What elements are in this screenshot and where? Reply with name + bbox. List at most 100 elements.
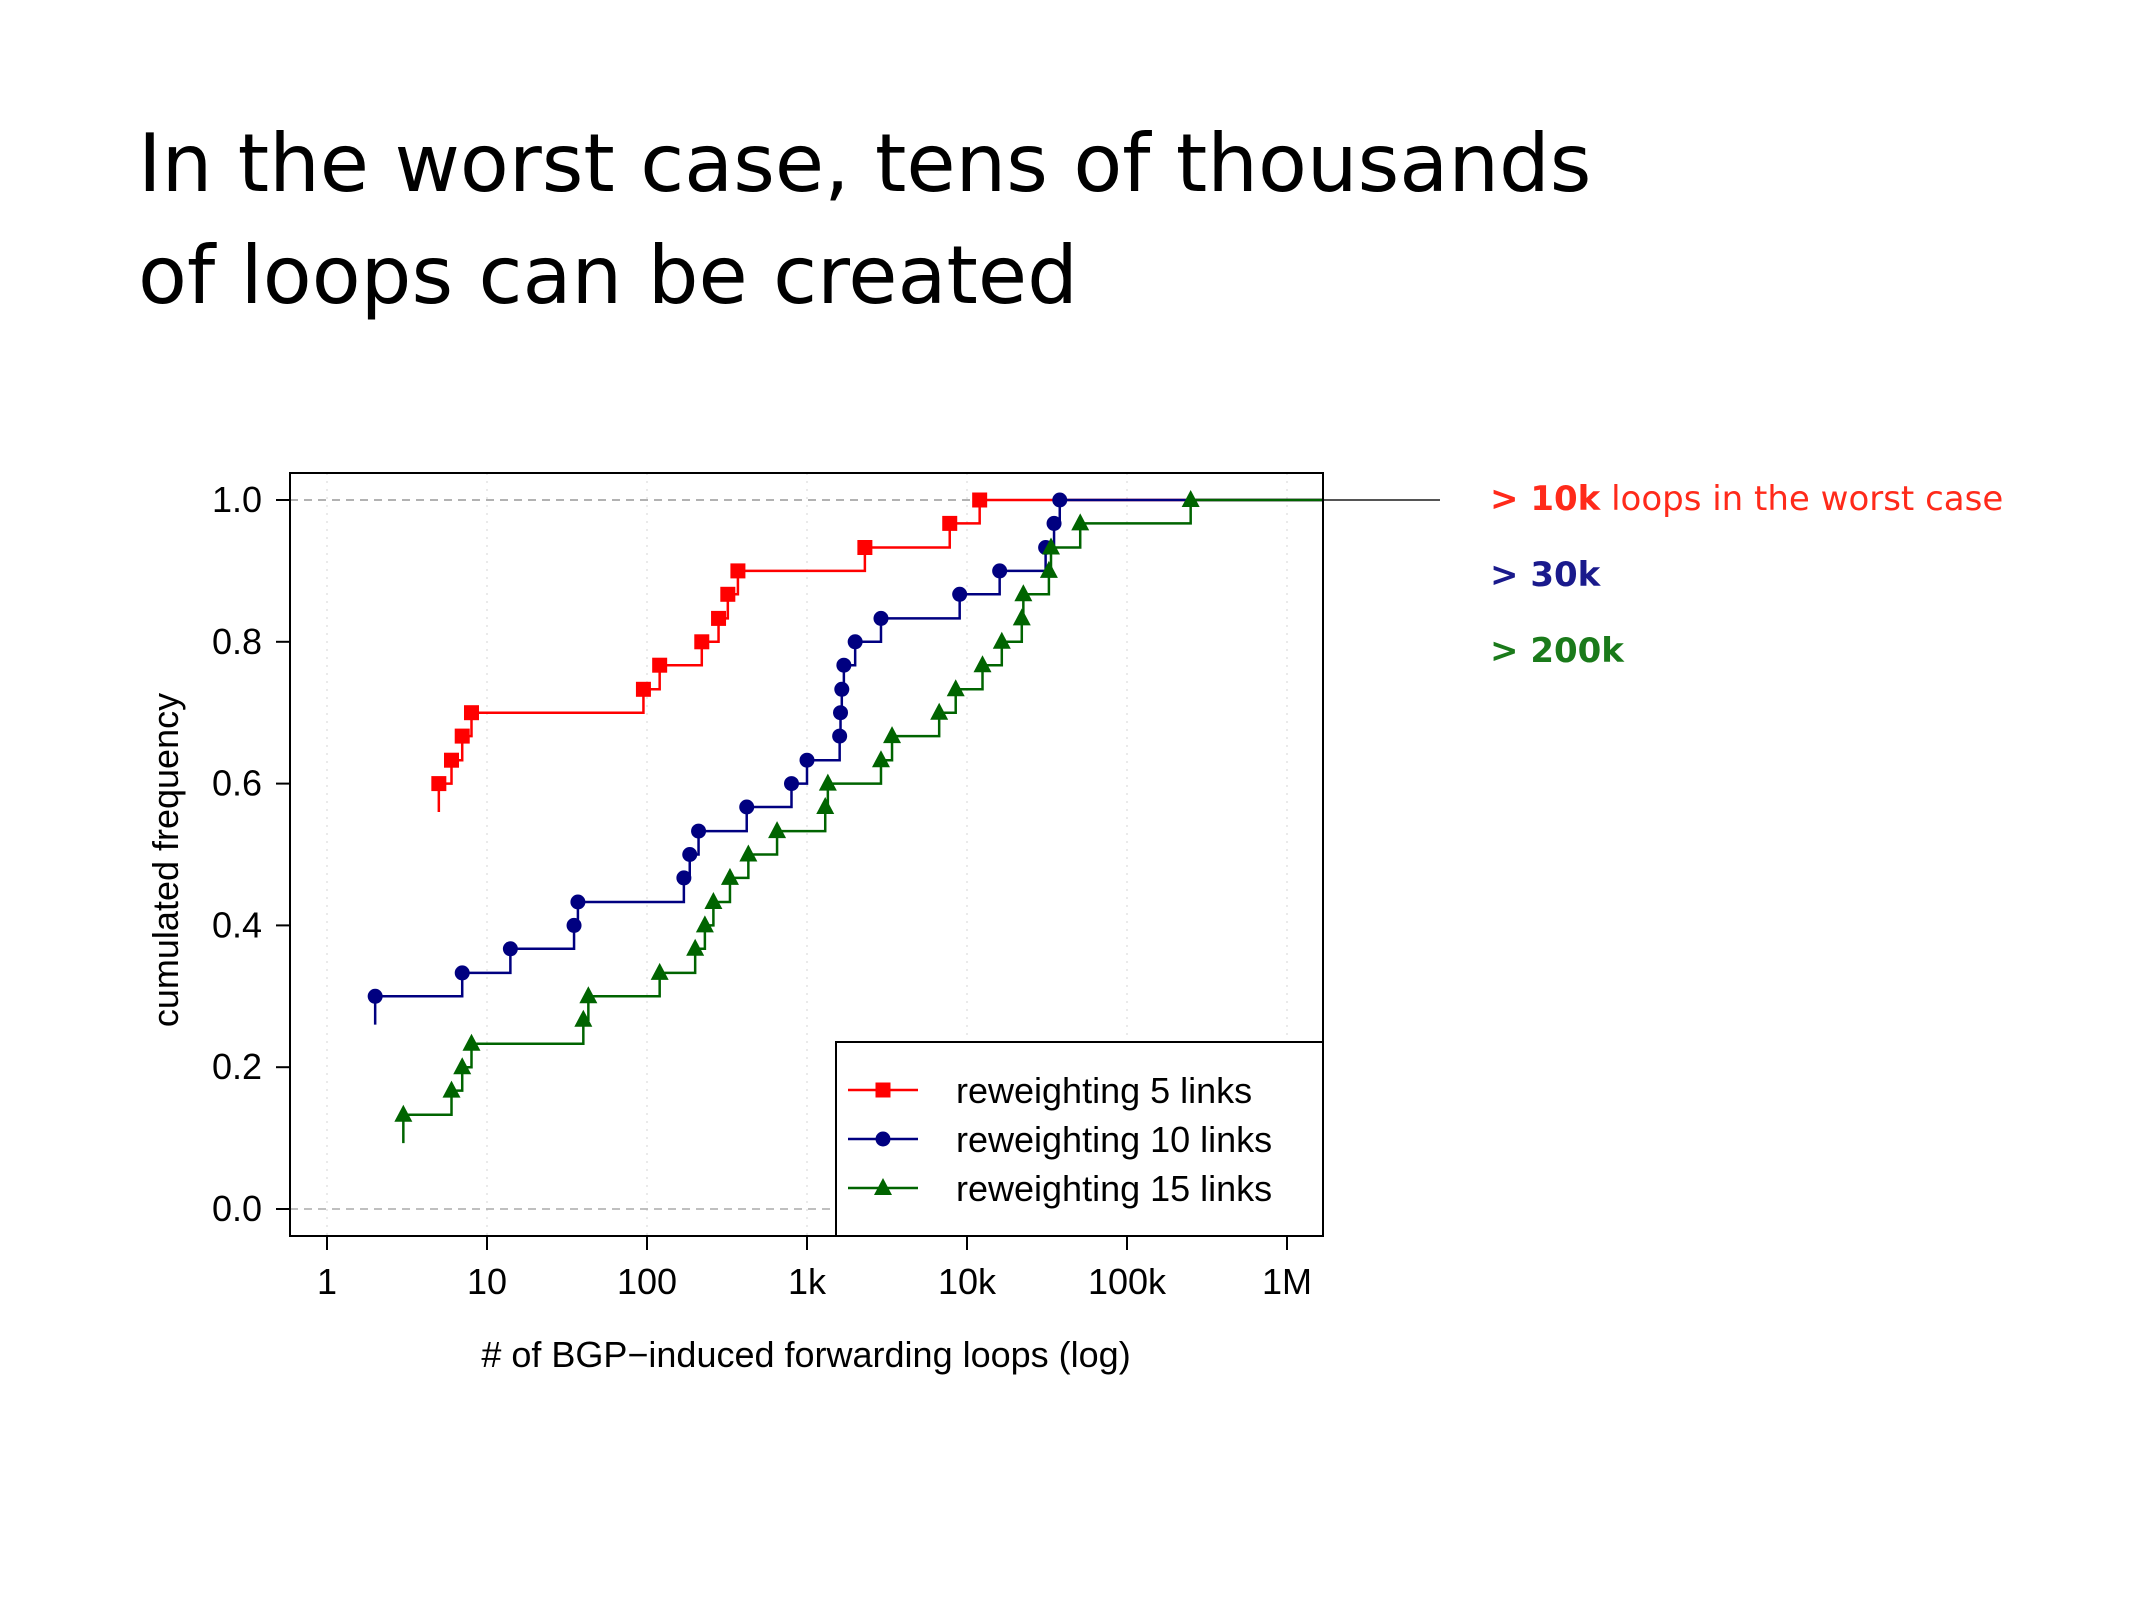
x-axis-label: # of BGP−induced forwarding loops (log): [481, 1334, 1130, 1375]
legend-swatch-marker: [875, 1131, 891, 1147]
data-point: [871, 750, 890, 768]
series-1: [431, 492, 1323, 812]
series-line: [373, 498, 1323, 1025]
y-tick-label: 0.6: [212, 763, 262, 804]
data-point: [711, 610, 727, 626]
annotation-bold: > 200k: [1490, 631, 1625, 671]
data-point: [972, 492, 988, 508]
data-point: [816, 796, 835, 814]
legend-label: reweighting 10 links: [956, 1119, 1272, 1160]
series-layer: [367, 490, 1440, 1144]
data-point: [650, 962, 669, 980]
data-point: [834, 681, 850, 697]
data-point: [695, 915, 714, 933]
data-point: [873, 610, 889, 626]
data-point: [566, 917, 582, 933]
y-tick-label: 0.2: [212, 1046, 262, 1087]
data-point: [686, 938, 705, 956]
legend-swatch-marker: [875, 1082, 891, 1098]
data-point: [444, 752, 460, 768]
x-tick-label: 10: [467, 1261, 507, 1302]
annotations: > 10k loops in the worst case > 30k > 200k: [1490, 479, 2003, 671]
slide-title: In the worst case, tens of thousands of …: [138, 108, 1838, 332]
legend-label: reweighting 15 links: [956, 1168, 1272, 1209]
axis-layer: 1 10 100 1k 10k 100k 1M 0.0 0.2 0.4 0.6 0.8 1.0: [212, 479, 1312, 1302]
x-tick-label: 10k: [938, 1261, 997, 1302]
legend-item: reweighting 10 links: [848, 1119, 1272, 1160]
series-3: [394, 490, 1323, 1144]
data-point: [818, 773, 837, 791]
data-point: [1039, 560, 1058, 578]
x-tick-label: 1: [317, 1261, 337, 1302]
data-point: [1012, 608, 1031, 626]
data-point: [462, 1033, 481, 1051]
data-point: [1181, 490, 1200, 507]
legend-swatch-marker: [874, 1178, 892, 1195]
data-point: [367, 988, 383, 1004]
data-point: [883, 726, 902, 744]
legend-item: reweighting 5 links: [848, 1070, 1252, 1111]
data-point: [704, 892, 723, 910]
y-tick-label: 0.4: [212, 904, 262, 945]
y-tick-label: 1.0: [212, 479, 262, 520]
data-point: [739, 844, 758, 862]
data-point: [454, 728, 470, 744]
data-point: [720, 586, 736, 602]
data-point: [857, 540, 873, 556]
annotation-bold: > 10k: [1490, 479, 1602, 519]
data-point: [463, 705, 479, 721]
data-point: [570, 894, 586, 910]
data-point: [453, 1057, 472, 1075]
data-point: [1042, 537, 1061, 555]
annotation-rest: loops in the worst case: [1600, 479, 2003, 519]
data-point: [833, 705, 849, 721]
data-point: [691, 823, 707, 839]
data-point: [1014, 584, 1033, 602]
data-point: [930, 702, 949, 720]
x-tick-label: 1M: [1262, 1261, 1312, 1302]
data-point: [635, 681, 651, 697]
data-point: [454, 965, 470, 981]
data-point: [442, 1080, 461, 1098]
data-point: [720, 867, 739, 885]
data-point: [694, 634, 710, 650]
legend-label: reweighting 5 links: [956, 1070, 1252, 1111]
data-point: [799, 752, 815, 768]
data-point: [1071, 513, 1090, 531]
annotation-bold: > 30k: [1490, 555, 1602, 595]
data-point: [1052, 492, 1068, 508]
data-point: [431, 776, 447, 792]
data-point: [992, 563, 1008, 579]
annotation-3: > 200k: [1490, 631, 1625, 671]
data-point: [942, 515, 958, 531]
data-point: [832, 728, 848, 744]
data-point: [1046, 515, 1062, 531]
data-point: [739, 799, 755, 815]
legend-item: reweighting 15 links: [848, 1168, 1272, 1209]
y-axis-label: cumulated frequency: [145, 693, 186, 1027]
data-point: [652, 657, 668, 673]
data-point: [992, 631, 1011, 649]
x-tick-label: 1k: [788, 1261, 827, 1302]
x-tick-label: 100k: [1088, 1261, 1167, 1302]
y-tick-label: 0.0: [212, 1188, 262, 1229]
data-point: [574, 1009, 593, 1027]
data-point: [502, 941, 518, 957]
data-point: [579, 986, 598, 1004]
slide-title-line2: of loops can be created: [138, 229, 1078, 322]
y-tick-label: 0.8: [212, 621, 262, 662]
data-point: [836, 657, 852, 673]
data-point: [973, 655, 992, 673]
x-tick-label: 100: [617, 1261, 677, 1302]
data-point: [682, 847, 698, 862]
annotation-1: > 10k loops in the worst case: [1490, 479, 2003, 519]
series-2: [367, 492, 1323, 1025]
annotation-2: > 30k: [1490, 555, 1602, 595]
data-point: [783, 776, 799, 792]
slide-title-line1: In the worst case, tens of thousands: [138, 117, 1592, 210]
data-point: [952, 586, 968, 602]
data-point: [394, 1104, 413, 1122]
data-point: [676, 870, 692, 886]
data-point: [847, 634, 863, 650]
